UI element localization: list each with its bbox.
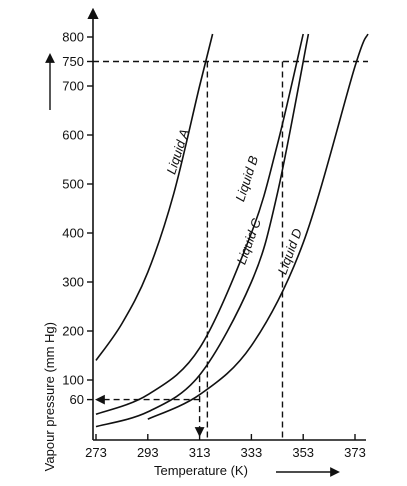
y-tick-label: 600 [62, 128, 84, 143]
curve-liquid-a [95, 33, 214, 361]
y-tick-label: 300 [62, 275, 84, 290]
label-liquid-b: Liquid B [232, 154, 261, 204]
x-ticks: 273 293 313 333 353 373 [85, 434, 366, 460]
reference-lines [93, 60, 368, 440]
curves [95, 33, 369, 428]
y-tick-label: 200 [62, 324, 84, 339]
x-tick-label: 293 [137, 445, 159, 460]
x-axis-title-group: Temperature (K) [154, 463, 340, 478]
x-tick-label: 333 [241, 445, 263, 460]
y-ticks: 60 100 200 300 400 500 600 700 750 800 [62, 30, 93, 407]
curve-liquid-c [95, 33, 310, 428]
y-tick-label: 500 [62, 177, 84, 192]
curve-labels: Liquid A Liquid B Liquid C Liquid D [163, 127, 305, 276]
x-tick-label: 373 [344, 445, 366, 460]
curve-liquid-b [95, 33, 304, 416]
x-tick-label: 273 [85, 445, 107, 460]
y-tick-label: 800 [62, 30, 84, 45]
x-tick-label: 313 [189, 445, 211, 460]
curve-liquid-d [147, 33, 369, 420]
y-tick-label: 100 [62, 373, 84, 388]
y-tick-label: 60 [70, 392, 84, 407]
y-tick-label: 400 [62, 226, 84, 241]
y-axis-title-group: Vapour pressure (mm Hg) [42, 53, 57, 471]
y-tick-label: 750 [62, 54, 84, 69]
y-tick-label: 700 [62, 79, 84, 94]
y-axis-title: Vapour pressure (mm Hg) [42, 322, 57, 471]
x-axis-title: Temperature (K) [154, 463, 248, 478]
x-tick-label: 353 [292, 445, 314, 460]
label-liquid-a: Liquid A [163, 127, 192, 176]
